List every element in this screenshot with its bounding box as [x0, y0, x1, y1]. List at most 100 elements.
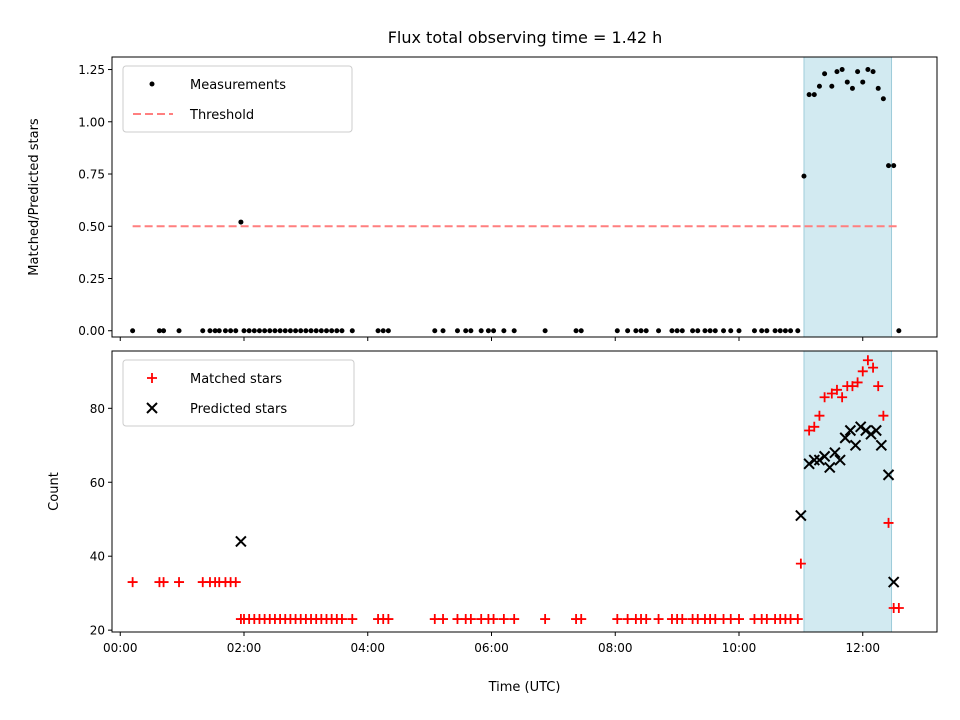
measurements-point: [222, 328, 228, 334]
measurements-point: [870, 69, 876, 75]
matched-stars-point: [612, 614, 623, 625]
measurements-point: [298, 328, 304, 334]
matched-stars-point: [734, 614, 744, 625]
measurements-point: [896, 328, 902, 334]
bottom-series: [127, 355, 904, 625]
predicted-stars-point: [829, 446, 841, 459]
measurements-point: [788, 328, 794, 334]
matched-stars-point: [814, 410, 825, 421]
measurements-point: [380, 328, 386, 334]
measurements-point: [207, 328, 213, 334]
measurements-point: [839, 67, 845, 73]
measurements-point: [669, 328, 675, 334]
matched-stars-point: [230, 577, 241, 588]
matched-stars-point: [677, 614, 688, 625]
predicted-stars-point: [844, 424, 857, 437]
measurements-point: [736, 328, 742, 334]
measurements-point: [633, 328, 639, 334]
measurements-point: [485, 328, 491, 334]
predicted-stars-point: [824, 461, 836, 474]
matched-stars-point: [862, 355, 873, 366]
measurements-point: [228, 328, 234, 334]
measurements-point: [721, 328, 727, 334]
legend-box: [122, 65, 353, 133]
measurements-point: [308, 328, 314, 334]
measurements-point: [811, 92, 817, 98]
measurements-point: [674, 328, 680, 334]
matched-stars-point: [347, 614, 358, 625]
predicted-stars-point: [865, 428, 877, 440]
measurements-point: [385, 328, 391, 334]
measurements-point: [241, 328, 247, 334]
y-tick-label: 0.75: [78, 168, 105, 182]
matched-stars-point: [878, 410, 889, 421]
measurements-point: [161, 328, 167, 334]
predicted-stars-point: [849, 439, 862, 451]
matched-stars-point: [465, 614, 476, 625]
top-x-ticks: [119, 337, 864, 341]
measurements-point: [795, 328, 801, 334]
matched-stars-point: [488, 614, 499, 625]
measurements-legend-label: Measurements: [190, 78, 286, 93]
predicted-stars-legend-marker: [146, 402, 158, 414]
measurements-point: [176, 328, 182, 334]
measurements-point: [246, 328, 252, 334]
measurements-point: [156, 328, 162, 334]
measurements-point: [256, 328, 262, 334]
x-tick-label: 00:00: [103, 641, 138, 655]
predicted-stars-point: [870, 424, 882, 437]
measurements-point: [875, 85, 881, 91]
measurements-point: [625, 328, 631, 334]
measurements-point: [339, 328, 345, 334]
matched-stars-point: [868, 362, 879, 373]
matched-stars-point: [819, 392, 830, 403]
measurements-point: [272, 328, 278, 334]
measurements-point: [578, 328, 584, 334]
measurements-point: [501, 328, 507, 334]
measurements-point: [816, 83, 822, 89]
measurements-point: [712, 328, 718, 334]
measurements-point: [293, 328, 299, 334]
y-tick-label: 20: [90, 624, 105, 638]
measurements-point: [478, 328, 484, 334]
measurements-point: [656, 328, 662, 334]
matched-stars-point: [893, 602, 904, 613]
measurements-point: [511, 328, 517, 334]
matched-stars-point: [383, 614, 394, 625]
matched-stars-point: [576, 614, 587, 625]
measurements-point: [801, 173, 807, 179]
measurements-point: [679, 328, 685, 334]
highlight-span: [803, 350, 893, 633]
measurements-point: [238, 219, 244, 225]
measurements-point: [454, 328, 460, 334]
x-tick-label: 08:00: [598, 641, 633, 655]
measurements-point: [287, 328, 293, 334]
matched-stars-point: [804, 425, 815, 436]
measurements-point: [463, 328, 469, 334]
predicted-stars-point: [803, 458, 815, 470]
measurements-point: [324, 328, 329, 334]
matched-stars-point: [831, 384, 842, 395]
bottom-highlight-span: [803, 350, 893, 633]
predicted-stars-point: [235, 535, 247, 548]
x-tick-label: 04:00: [350, 641, 385, 655]
predicted-stars-point: [795, 509, 807, 522]
predicted-stars-point: [818, 450, 831, 463]
y-tick-label: 1.00: [78, 115, 105, 129]
measurements-point: [806, 92, 812, 98]
y-tick-label: 80: [90, 402, 105, 416]
threshold-legend-label: Threshold: [189, 108, 254, 123]
measurements-point: [233, 328, 239, 334]
measurements-point: [728, 328, 734, 334]
matched-stars-point: [438, 614, 449, 625]
measurements-point: [849, 85, 855, 91]
top-series: [130, 67, 902, 334]
predicted-stars-point: [887, 576, 900, 588]
x-tick-label: 12:00: [845, 641, 880, 655]
predicted-stars-point: [808, 454, 820, 466]
bottom-y-axis-label: Count: [47, 472, 62, 511]
measurements-point: [690, 328, 696, 334]
measurements-point: [130, 328, 136, 334]
matched-stars-point: [498, 614, 509, 625]
bottom-x-ticks: 00:00 02:00 04:00 06:00 08:00 10:00 12:00: [103, 632, 880, 655]
